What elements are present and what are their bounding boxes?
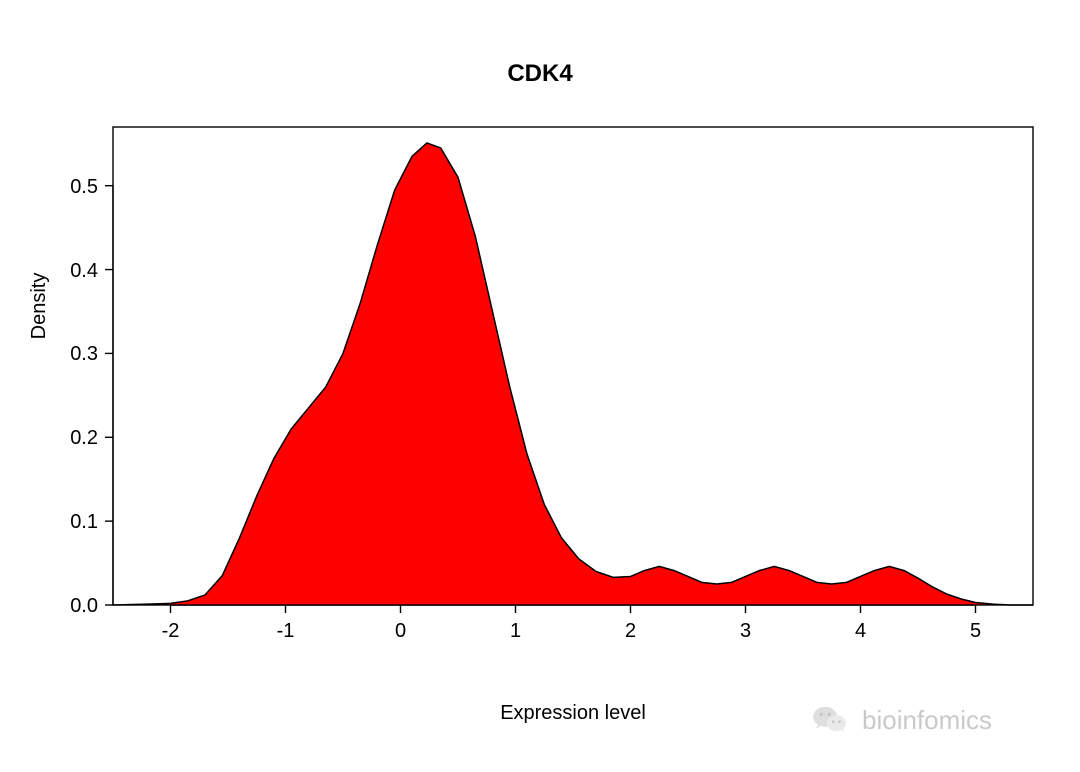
x-tick-label: 4 (831, 620, 891, 643)
watermark-text: bioinfomics (862, 705, 992, 736)
wechat-icon (810, 700, 850, 740)
x-tick-label: -1 (256, 620, 316, 643)
x-tick-label: 0 (371, 620, 431, 643)
x-tick-label: -2 (141, 620, 201, 643)
density-fill (113, 143, 1033, 605)
y-tick-label: 0.1 (48, 511, 98, 534)
y-tick-label: 0.3 (48, 343, 98, 366)
y-tick-label: 0.0 (48, 595, 98, 618)
watermark: bioinfomics (810, 700, 992, 740)
y-tick-label: 0.5 (48, 176, 98, 199)
y-tick-label: 0.4 (48, 260, 98, 283)
x-tick-label: 1 (486, 620, 546, 643)
x-tick-label: 5 (946, 620, 1006, 643)
density-plot (0, 0, 1080, 772)
x-tick-label: 2 (601, 620, 661, 643)
x-tick-label: 3 (716, 620, 776, 643)
y-tick-label: 0.2 (48, 427, 98, 450)
